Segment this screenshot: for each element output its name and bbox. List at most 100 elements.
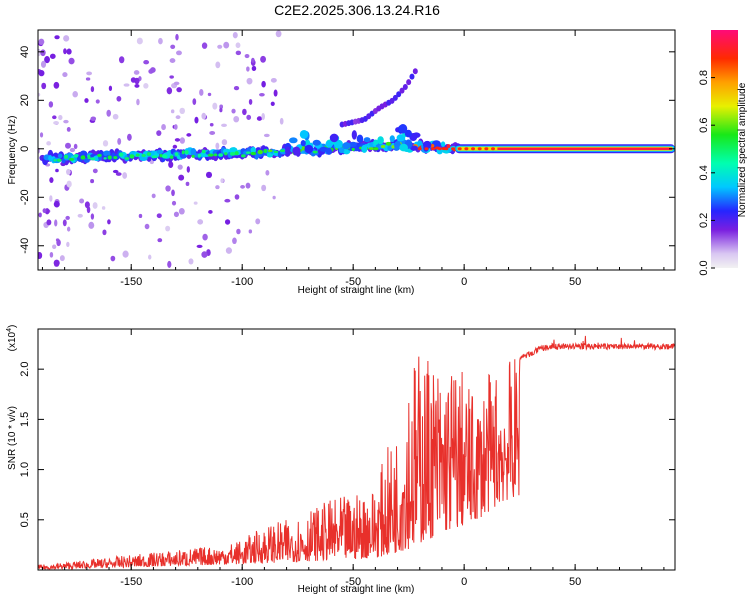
spectrogram-arc-cell xyxy=(392,94,398,101)
spectrogram-noise-cell xyxy=(248,98,253,105)
spectrogram-noise-cell xyxy=(240,185,245,189)
spectrogram-ridge-core xyxy=(267,149,273,153)
spectrogram-blob xyxy=(300,140,306,147)
spectrogram-noise-cell xyxy=(107,219,111,225)
spectrogram-ridge-core xyxy=(446,144,451,148)
spectrogram-noise-cell xyxy=(202,233,208,241)
spectrogram-noise-cell xyxy=(235,50,242,56)
spectrogram-noise-cell xyxy=(197,219,204,225)
spectrogram-noise-cell xyxy=(212,102,218,110)
spectrogram-ridge-core xyxy=(107,155,112,160)
spectrogram-noise-cell xyxy=(38,92,41,97)
spectrogram-noise-cell xyxy=(199,89,204,96)
spectrogram-noise-cell xyxy=(63,119,69,124)
spectrogram-noise-cell xyxy=(231,108,236,114)
spectrogram-noise-cell xyxy=(148,254,152,260)
spectrogram-noise-cell xyxy=(112,113,119,120)
spectrogram-peak-cell xyxy=(424,147,429,151)
spectrogram-noise-cell xyxy=(260,55,266,63)
spectrogram-noise-cell xyxy=(122,172,128,179)
spectrogram-noise-cell xyxy=(171,200,177,206)
spectrogram-noise-cell xyxy=(42,208,47,214)
spectrogram-ylabel: Frequency (Hz) xyxy=(7,116,18,185)
spectrogram-noise-cell xyxy=(175,115,181,120)
spectrogram-ridge-core xyxy=(279,149,286,152)
spectrogram-noise-cell xyxy=(130,77,137,83)
spectrogram-noise-cell xyxy=(39,132,44,138)
spectrogram-xtick-label: -150 xyxy=(120,276,142,288)
spectrogram-ridge-core xyxy=(68,157,75,161)
spectrogram-noise-cell xyxy=(186,133,192,137)
spectrogram-noise-cell xyxy=(143,83,149,89)
spectrogram-noise-cell xyxy=(92,202,98,209)
spectrogram-ridge-core xyxy=(273,150,279,154)
spectrogram-blob xyxy=(338,147,345,154)
spectrogram-ridge-cell xyxy=(83,157,90,163)
spectrogram-blob xyxy=(351,130,357,140)
spectrogram-noise-cell xyxy=(205,171,213,178)
colorbar: 0.0 0.2 0.4 0.6 0.8 Normalized spectral ampl… xyxy=(698,30,748,276)
spectrogram-noise-cell xyxy=(72,91,78,98)
snr-xtick-label: -150 xyxy=(120,576,142,588)
spectrogram-noise-cell xyxy=(84,201,90,209)
spectrogram-noise-cell xyxy=(54,35,60,40)
spectrogram-noise-cell xyxy=(116,96,122,102)
spectrogram-noise-cell xyxy=(69,147,76,153)
spectrogram-xtick-label: -50 xyxy=(345,276,361,288)
spectrogram-noise-cell xyxy=(66,180,72,188)
spectrogram-noise-cell xyxy=(136,37,143,45)
spectrogram-noise-cell xyxy=(221,139,228,146)
spectrogram-ridge-core xyxy=(129,154,135,159)
spectrogram-ytick-label: -20 xyxy=(19,189,31,205)
spectrogram-noise-cell xyxy=(215,185,220,190)
spectrogram-peak-cell xyxy=(484,147,489,151)
spectrogram-ridge-core xyxy=(87,154,91,160)
spectrogram-noise-cell xyxy=(165,225,171,232)
spectrogram-panel: -150 -100 -50 0 50 -40 -20 0 20 40 Height of str… xyxy=(7,29,676,296)
spectrogram-noise-cell xyxy=(53,259,60,267)
spectrogram-noise-cell xyxy=(179,107,186,114)
spectrogram-noise-cell xyxy=(52,244,57,250)
spectrogram-noise-cell xyxy=(84,98,89,103)
spectrogram-noise-cell xyxy=(52,115,57,120)
spectrogram-noise-cell xyxy=(156,213,162,219)
spectrogram-blob xyxy=(410,145,418,151)
spectrogram-noise-cell xyxy=(170,44,176,50)
spectrogram-noise-cell xyxy=(173,124,178,130)
spectrogram-ridge-core xyxy=(73,154,79,158)
spectrogram-arc-cell xyxy=(412,68,418,75)
spectrogram-blob xyxy=(325,147,333,155)
spectrogram-noise-cell xyxy=(232,237,237,245)
spectrogram-noise-cell xyxy=(95,99,100,104)
spectrogram-noise-cell xyxy=(236,228,241,235)
spectrogram-noise-cell xyxy=(194,116,199,124)
spectrogram-noise-cell xyxy=(169,58,176,64)
spectrogram-noise-cell xyxy=(220,178,224,184)
spectrogram-ridge-core xyxy=(97,153,102,158)
spectrogram-noise-cell xyxy=(65,142,71,149)
spectrogram-noise-cell xyxy=(158,37,163,45)
spectrogram-peak-cell xyxy=(471,147,476,151)
spectrogram-blob xyxy=(285,146,291,156)
spectrogram-noise-cell xyxy=(112,169,119,174)
spectrogram-noise-cell xyxy=(176,50,182,56)
spectrogram-ridge-core xyxy=(191,154,195,158)
spectrogram-noise-cell xyxy=(173,211,179,218)
spectrogram-ridge-cell xyxy=(348,141,358,148)
spectrogram-noise-cell xyxy=(178,208,185,215)
spectrogram-noise-cell xyxy=(38,49,42,57)
spectrogram-noise-cell xyxy=(55,168,59,173)
spectrogram-blob xyxy=(325,140,333,148)
spectrogram-noise-cell xyxy=(171,189,175,197)
spectrogram-band-core xyxy=(497,147,672,150)
spectrogram-peak-cell xyxy=(491,147,495,151)
spectrogram-noise-cell xyxy=(144,223,150,230)
spectrogram-noise-cell xyxy=(48,101,54,108)
spectrogram-noise-cell xyxy=(49,251,54,258)
spectrogram-noise-cell xyxy=(62,219,67,227)
spectrogram-noise-cell xyxy=(77,213,83,218)
spectrogram-noise-cell xyxy=(193,201,198,205)
colorbar-tick-label: 0.8 xyxy=(698,70,710,85)
spectrogram-peak-cell xyxy=(457,147,462,151)
spectrogram-ridge-core xyxy=(250,151,257,156)
